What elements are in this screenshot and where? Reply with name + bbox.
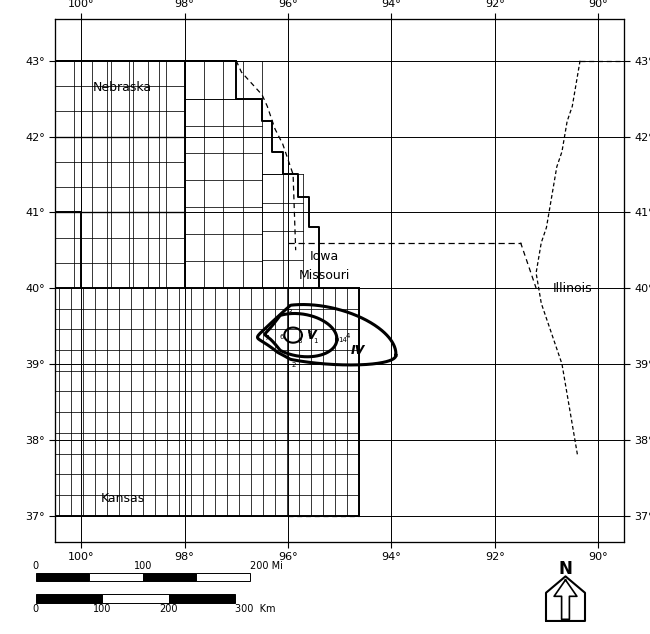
Bar <box>169 594 235 602</box>
Text: Iowa: Iowa <box>309 250 339 262</box>
Bar <box>196 573 250 581</box>
Text: 0: 0 <box>32 604 39 614</box>
Text: 8: 8 <box>297 338 302 344</box>
Text: 2: 2 <box>292 363 296 368</box>
Text: 0: 0 <box>32 562 39 571</box>
Bar <box>36 573 89 581</box>
Text: 9: 9 <box>308 330 313 337</box>
Bar <box>143 573 196 581</box>
Text: 300  Km: 300 Km <box>235 604 276 614</box>
Text: N: N <box>558 560 573 578</box>
Text: 3: 3 <box>287 309 292 315</box>
Bar <box>89 573 143 581</box>
Text: V: V <box>306 330 316 342</box>
Text: IV: IV <box>350 344 365 357</box>
Text: 100: 100 <box>93 604 111 614</box>
Text: Missouri: Missouri <box>298 269 350 281</box>
Text: 4: 4 <box>345 333 350 339</box>
Text: Kansas: Kansas <box>100 493 144 505</box>
Text: 1: 1 <box>313 338 318 344</box>
Text: 7: 7 <box>264 335 268 341</box>
Text: 6: 6 <box>280 333 284 340</box>
Text: 100: 100 <box>134 562 152 571</box>
Text: 200: 200 <box>159 604 178 614</box>
Bar <box>36 594 102 602</box>
Text: Nebraska: Nebraska <box>93 81 152 94</box>
Polygon shape <box>554 580 577 619</box>
Text: Illinois: Illinois <box>552 281 592 295</box>
Text: 14: 14 <box>338 337 346 342</box>
Text: 200 Mi: 200 Mi <box>250 562 283 571</box>
Bar <box>102 594 169 602</box>
